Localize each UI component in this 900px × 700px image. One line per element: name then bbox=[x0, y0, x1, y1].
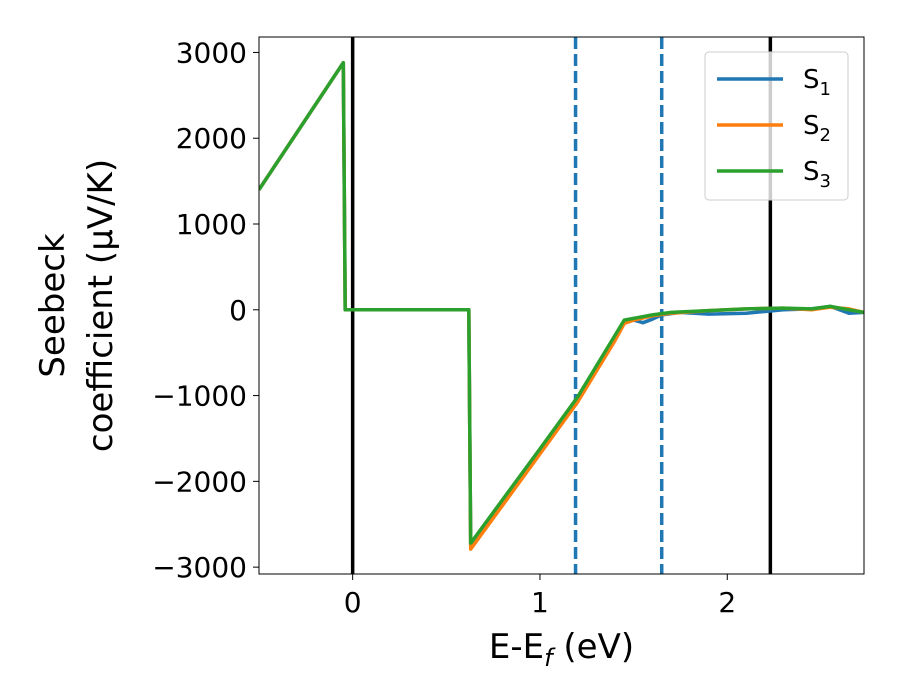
y-axis-label-line2: coefficient (μV/K) bbox=[81, 159, 121, 452]
x-axis-label-main: E-E bbox=[489, 627, 544, 667]
x-tick-label: 2 bbox=[718, 586, 736, 619]
y-axis-ticks: −3000 −2000 −1000 0 1000 2000 3000 bbox=[152, 36, 259, 584]
series-lines bbox=[259, 60, 864, 551]
y-tick-label: 3000 bbox=[176, 36, 247, 69]
legend-label: S3 bbox=[803, 157, 831, 192]
x-axis-ticks: 0 1 2 bbox=[344, 574, 736, 619]
legend-label: S2 bbox=[803, 111, 831, 146]
series-line-3 bbox=[259, 60, 864, 545]
x-axis-label: E-Ef (eV) bbox=[489, 627, 634, 672]
x-tick-label: 1 bbox=[531, 586, 549, 619]
legend-entry-1: S1 bbox=[717, 65, 831, 100]
legend: S1 S2 S3 bbox=[704, 51, 849, 201]
y-tick-label: 1000 bbox=[176, 208, 247, 241]
y-axis-label: Seebeck coefficient (μV/K) bbox=[33, 159, 121, 452]
y-tick-label: 0 bbox=[229, 294, 247, 327]
y-tick-label: −2000 bbox=[152, 465, 247, 498]
legend-entry-2: S2 bbox=[717, 111, 831, 146]
y-tick-label: −3000 bbox=[152, 551, 247, 584]
y-tick-label: −1000 bbox=[152, 380, 247, 413]
plot-frame bbox=[258, 36, 865, 575]
y-axis-label-line1: Seebeck bbox=[33, 233, 73, 378]
legend-entry-3: S3 bbox=[717, 157, 831, 192]
y-tick-label: 2000 bbox=[176, 122, 247, 155]
legend-label: S1 bbox=[803, 65, 831, 100]
x-tick-label: 0 bbox=[344, 586, 362, 619]
x-axis-label-unit: (eV) bbox=[553, 627, 635, 667]
